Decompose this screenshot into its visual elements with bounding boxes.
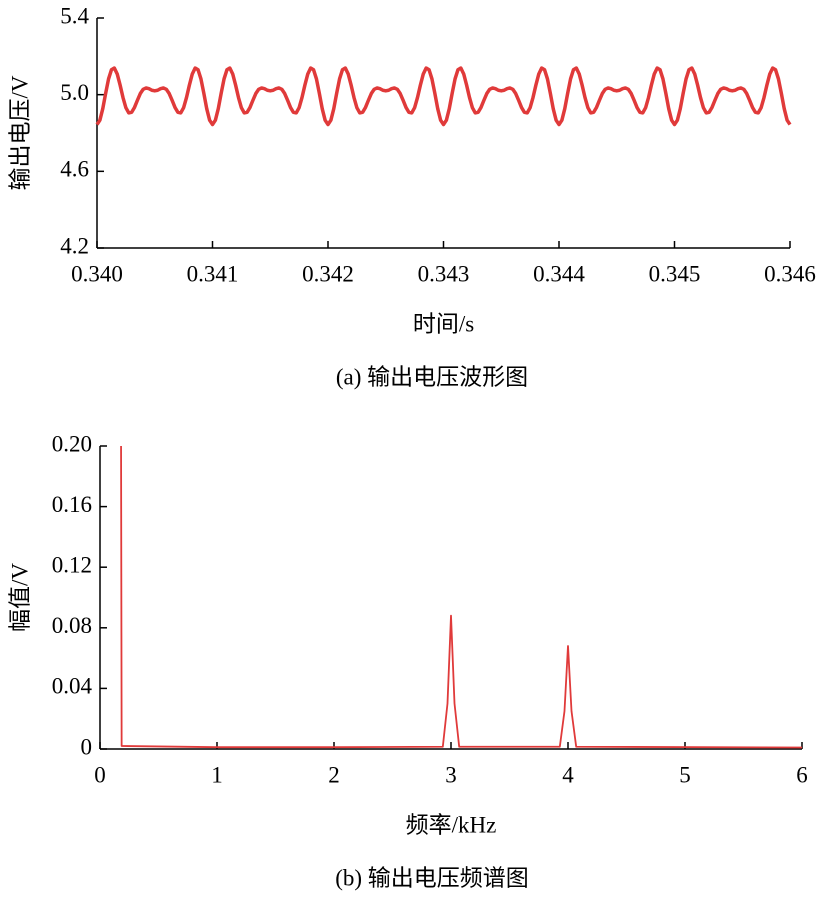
y-tick-label: 0.16 <box>52 492 92 517</box>
x-tick-label: 0.341 <box>187 261 239 286</box>
x-axis-label: 频率/kHz <box>406 812 497 837</box>
x-tick-label: 6 <box>796 762 808 787</box>
x-tick-label: 0.340 <box>71 261 123 286</box>
y-tick-label: 0.08 <box>52 613 92 638</box>
data-line <box>120 445 803 749</box>
x-tick-label: 0.344 <box>533 261 585 286</box>
x-tick-label: 0.343 <box>418 261 470 286</box>
caption: (a) 输出电压波形图 <box>336 364 528 389</box>
y-axis-label: 输出电压/V <box>7 75 32 190</box>
y-tick-label: 5.0 <box>60 80 89 105</box>
y-axis-label: 幅值/V <box>7 563 32 632</box>
x-tick-label: 0.346 <box>764 261 816 286</box>
y-tick-label: 0.04 <box>52 674 93 699</box>
y-tick-label: 4.6 <box>60 157 89 182</box>
x-tick-label: 4 <box>562 762 574 787</box>
x-tick-label: 0 <box>94 762 106 787</box>
x-tick-label: 5 <box>679 762 691 787</box>
x-tick-label: 0.345 <box>649 261 701 286</box>
caption: (b) 输出电压频谱图 <box>335 865 529 890</box>
y-tick-label: 0.12 <box>52 552 92 577</box>
x-tick-label: 1 <box>211 762 223 787</box>
x-axis-label: 时间/s <box>413 311 474 336</box>
y-tick-label: 4.2 <box>60 233 89 258</box>
data-line <box>95 66 792 127</box>
x-tick-label: 0.342 <box>302 261 354 286</box>
x-tick-label: 3 <box>445 762 457 787</box>
x-tick-label: 2 <box>328 762 340 787</box>
y-tick-label: 0.20 <box>52 431 92 456</box>
y-tick-label: 0 <box>81 734 93 759</box>
y-tick-label: 5.4 <box>60 3 89 28</box>
